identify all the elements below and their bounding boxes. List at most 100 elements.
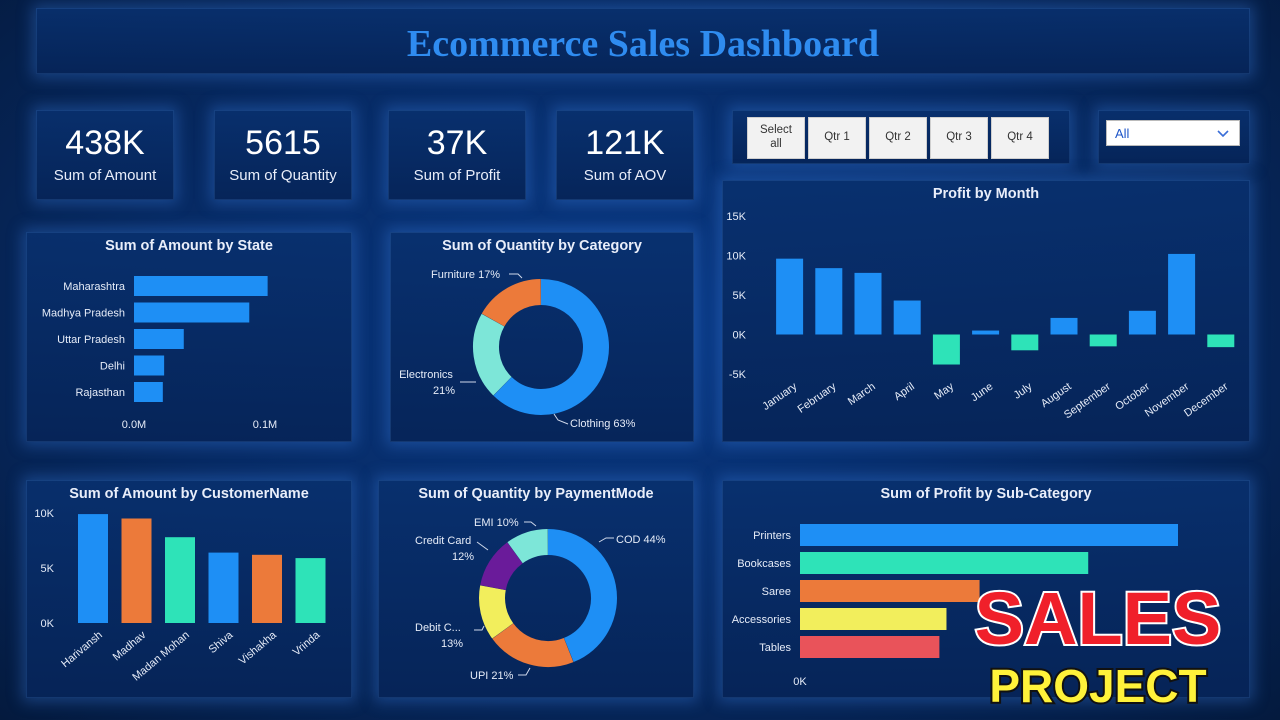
kpi-label: Sum of Amount [53,167,157,185]
month-bar [1050,317,1078,335]
month-bar [1207,334,1235,348]
customer-label: Vrinda [291,629,323,659]
slicer-qtr3-button[interactable]: Qtr 3 [930,117,988,159]
chart-title: Sum of Quantity by PaymentMode [418,486,654,502]
chart-profit-by-month: Profit by Month 15K 10K 5K 0K -5K January Febr… [722,180,1250,442]
label-electronics: Electronics [399,369,453,381]
category-slice [481,279,542,327]
subcategory-bar [800,608,947,630]
y-tick: 5K [733,290,747,302]
label-furniture: Furniture 17% [431,269,500,281]
month-bar [972,330,1000,335]
kpi-value: 121K [585,123,665,162]
leader-line [474,625,485,631]
month-label: March [846,381,878,408]
filter-dropdown[interactable]: All [1106,120,1240,146]
x-tick: 0K [793,676,807,688]
kpi-card-amount[interactable]: 438K Sum of Amount [36,110,174,200]
label-credit: Credit Card [415,535,471,547]
x-tick: 0.0M [122,419,146,431]
category-slice [473,313,512,396]
watermark-line-2: PROJECT [989,660,1206,710]
label-emi: EMI 10% [474,517,519,529]
month-label: February [796,380,839,415]
slicer-qtr2-button[interactable]: Qtr 2 [869,117,927,159]
month-bar [1168,253,1196,335]
chart-amount-by-state: Sum of Amount by State Maharashtra Madhya… [26,232,352,442]
state-label: Maharashtra [63,281,126,293]
quantity-by-category-plot: Clothing 63% Electronics 21% Furniture 17% [399,269,636,430]
customer-bar [121,518,152,623]
slicer-qtr4-button[interactable]: Qtr 4 [991,117,1049,159]
y-tick: 10K [34,508,54,520]
slicer-qtr1-button[interactable]: Qtr 1 [808,117,866,159]
sales-project-watermark: SALES PROJECT [973,580,1224,710]
kpi-card-aov[interactable]: 121K Sum of AOV [556,110,694,200]
month-bar [893,300,921,335]
chart-profit-by-subcategory: Sum of Profit by Sub-Category Printers Bo… [722,480,1250,698]
month-bar [1089,334,1117,347]
month-label: June [969,381,995,405]
kpi-card-profit[interactable]: 37K Sum of Profit [388,110,526,200]
label-credit-pct: 12% [452,551,474,563]
payment-slice [479,585,514,639]
leader-line [524,521,537,527]
month-label: December [1182,380,1231,419]
quantity-by-paymentmode-plot: COD 44% UPI 21% Debit C... 13% Credit Card 12… [415,517,666,682]
y-tick: 15K [726,211,746,223]
month-label: July [1012,380,1035,401]
amount-by-state-plot: Maharashtra Madhya Pradesh Uttar Pradesh De… [42,276,277,431]
label-electronics-pct: 21% [433,385,455,397]
subcategory-bar [800,552,1089,574]
state-bar [134,276,268,296]
month-label: January [760,380,799,413]
customer-label: Vishakha [237,629,280,668]
month-label: April [892,381,917,403]
subcategory-label: Tables [759,642,791,654]
customer-bar [78,514,108,623]
title-banner: Ecommerce Sales Dashboard [36,8,1250,74]
chevron-down-icon [1217,130,1229,138]
y-tick: 0K [41,618,55,630]
leader-line [509,273,523,279]
x-tick: 0.1M [253,419,277,431]
state-bar [134,302,250,323]
slicer-select-all-button[interactable]: Select all [747,117,805,159]
month-bar [776,258,804,335]
label-clothing: Clothing 63% [570,418,636,430]
customer-bar [295,558,326,623]
dropdown-value: All [1115,126,1130,141]
kpi-label: Sum of Profit [413,167,501,185]
leader-line [476,541,489,551]
label-cod: COD 44% [616,534,666,546]
subcategory-bar [800,580,980,602]
payment-slice [480,542,524,591]
subcategory-label: Saree [762,586,791,598]
payment-slice [507,529,549,564]
y-tick: 5K [41,563,55,575]
leader-line [598,537,614,543]
kpi-value: 37K [426,123,488,162]
profit-by-subcategory-plot: Printers Bookcases Saree Accessories Tables 0… [732,524,1178,688]
y-tick: -5K [729,369,747,381]
customer-bar [165,537,195,623]
chart-title: Sum of Amount by CustomerName [69,486,309,502]
state-label: Madhya Pradesh [42,308,125,320]
kpi-card-quantity[interactable]: 5615 Sum of Quantity [214,110,352,200]
kpi-label: Sum of Quantity [229,167,337,185]
month-label: May [932,380,956,402]
customer-label: Shiva [207,629,236,656]
chart-title: Sum of Quantity by Category [442,238,642,254]
month-bar [932,334,960,365]
y-tick: 0K [733,330,747,342]
state-bar [134,382,163,402]
payment-slice [547,529,617,663]
month-bar [815,268,843,335]
category-slice [493,279,609,415]
customer-bar [252,554,282,623]
chart-title: Sum of Amount by State [105,238,273,254]
chart-quantity-by-category: Sum of Quantity by Category Clothing 63%… [390,232,694,442]
leader-line [518,667,531,676]
